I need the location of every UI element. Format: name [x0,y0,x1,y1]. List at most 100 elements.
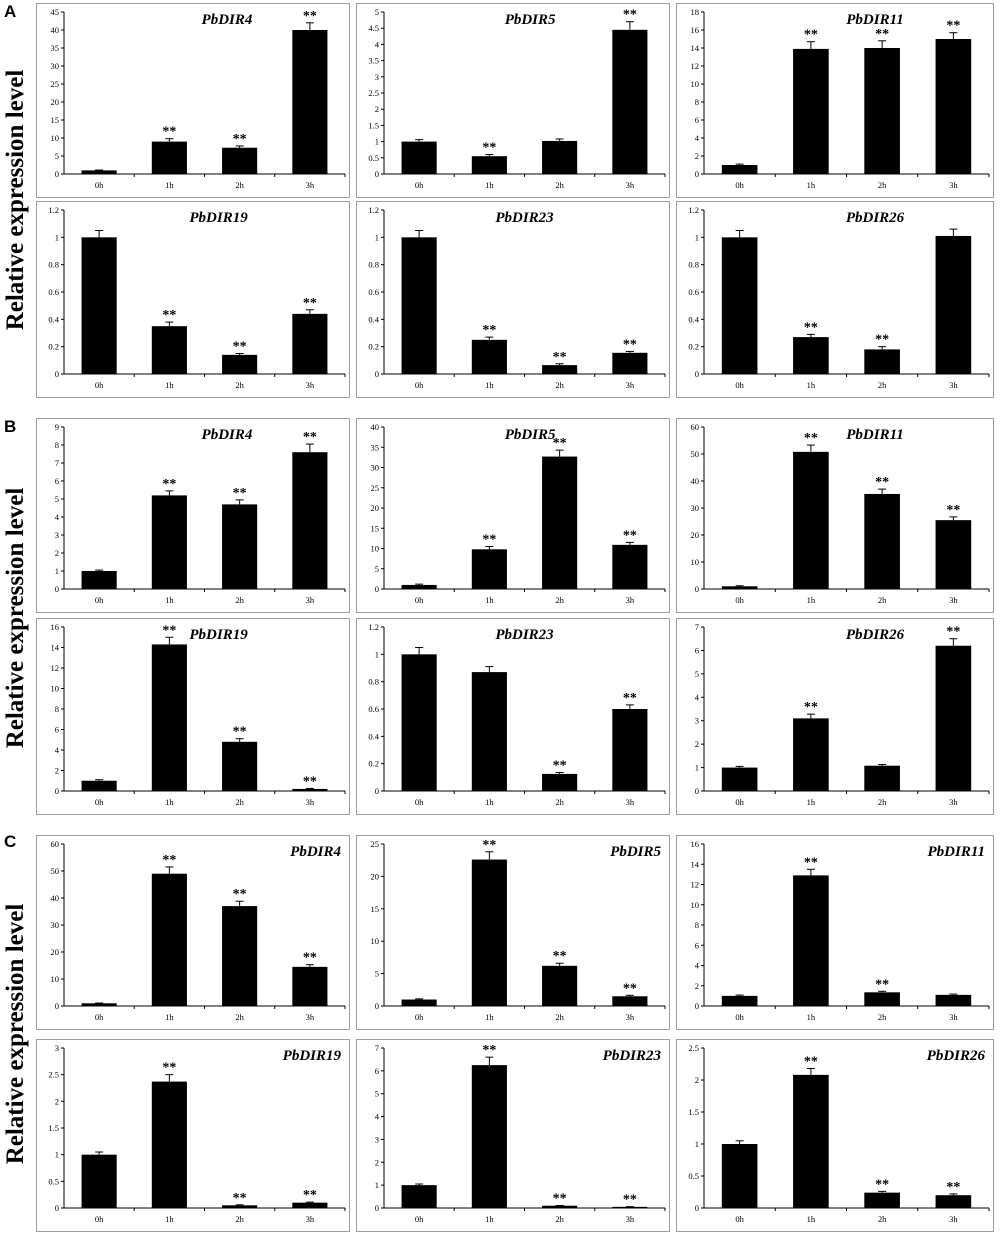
y-tick-label: 6 [55,476,59,486]
chart-svg-b-pbdir11: PbDIR11 0 10 20 30 40 50 60 0h 1h ** 2h ** 3h ** [691,422,990,605]
y-tick-label: 0 [375,1001,379,1011]
significance-mark-1h: ** [804,855,818,870]
bar-1h [793,337,829,374]
chart-svg-a-pbdir5: PbDIR5 0 0.5 1 1.5 2 2.5 3 3.5 4 4.5 5 0h 1h ** 2h 3h ** [368,7,666,190]
y-tick-label: 0.2 [48,342,59,352]
y-tick-label: 5 [375,7,379,17]
bar-3h [935,1195,972,1208]
y-tick-label: 0.2 [368,759,379,769]
y-tick-label: 6 [55,725,59,735]
y-tick-label: 20 [691,530,700,540]
y-tick-label: 2.5 [688,1043,699,1053]
significance-mark-3h: ** [946,503,960,518]
y-tick-label: 3 [695,716,699,726]
bar-0h [401,584,437,589]
chart-title-c-pbdir23: PbDIR23 [603,1048,662,1064]
x-tick-label-2h: 2h [878,1012,887,1022]
section-letter-c: C [4,832,17,851]
bar-2h [222,741,258,791]
bar-3h [935,645,972,791]
significance-mark-2h: ** [875,333,889,348]
y-tick-label: 3 [375,72,379,82]
y-tick-label: 1 [375,137,379,147]
y-tick-label: 0 [375,169,379,179]
bar-0h [721,767,758,791]
bar-1h [471,672,507,791]
significance-mark-1h: ** [482,532,496,547]
bar-1h [793,875,829,1006]
x-tick-label-2h: 2h [235,595,244,605]
y-tick-label: 12 [691,61,700,71]
y-tick-label: 40 [51,25,60,35]
chart-panel-b-pbdir5: PbDIR5 0 5 10 15 20 25 30 35 40 0h 1h ** 2h ** 3h ** [356,418,670,613]
bar-1h [471,339,507,374]
x-tick-label-0h: 0h [415,1012,424,1022]
chart-title-c-pbdir4: PbDIR4 [290,844,341,860]
chart-title-a-pbdir11: PbDIR11 [846,12,904,28]
section-letter-b: B [4,417,17,436]
bar-3h [935,520,972,589]
x-tick-label-3h: 3h [306,380,315,390]
x-tick-label-0h: 0h [415,1214,424,1224]
y-tick-label: 12 [51,663,60,673]
y-tick-label: 4 [55,745,60,755]
y-tick-label: 0.6 [688,287,699,297]
y-tick-label: 10 [691,900,700,910]
y-tick-label: 2 [375,1157,379,1167]
chart-svg-b-pbdir26: PbDIR26 0 1 2 3 4 5 6 7 0h 1h ** 2h 3h ** [695,622,990,807]
y-tick-label: 1 [695,1139,699,1149]
y-tick-label: 1 [695,232,699,242]
bar-1h [471,156,507,174]
chart-title-c-pbdir11: PbDIR11 [927,844,985,860]
bar-3h [292,966,328,1006]
bar-0h [401,141,437,174]
y-tick-label: 10 [691,557,700,567]
chart-svg-b-pbdir23: PbDIR23 0 0.2 0.4 0.6 0.8 1 1.2 0h 1h 2h ** 3h ** [368,622,666,807]
y-tick-label: 1 [55,566,59,576]
significance-mark-1h: ** [804,700,818,715]
bar-2h [542,140,578,174]
bar-3h [612,29,648,174]
bar-2h [222,1205,258,1208]
y-tick-label: 0 [695,786,699,796]
significance-mark-3h: ** [303,9,317,24]
y-tick-label: 0.6 [48,287,59,297]
y-tick-label: 1 [375,649,379,659]
y-tick-label: 4 [375,39,380,49]
y-tick-label: 0.5 [688,1171,699,1181]
significance-mark-2h: ** [553,1191,567,1206]
x-tick-label-2h: 2h [235,380,244,390]
y-tick-label: 12 [691,880,700,890]
significance-mark-2h: ** [875,977,889,992]
y-tick-label: 0 [375,584,379,594]
y-tick-label: 5 [695,669,699,679]
bar-1h [151,873,187,1006]
significance-mark-2h: ** [553,759,567,774]
y-tick-label: 14 [691,859,700,869]
x-tick-label-2h: 2h [878,797,887,807]
chart-title-b-pbdir11: PbDIR11 [846,427,904,443]
y-tick-label: 1.5 [688,1107,699,1117]
y-tick-label: 5 [375,564,379,574]
chart-title-b-pbdir5: PbDIR5 [505,427,556,443]
x-tick-label-3h: 3h [949,380,958,390]
bar-0h [401,654,437,791]
significance-mark-3h: ** [303,774,317,789]
x-tick-label-1h: 1h [165,797,174,807]
y-tick-label: 1.2 [368,622,379,632]
significance-mark-1h: ** [804,320,818,335]
chart-svg-a-pbdir26: PbDIR26 0 0.2 0.4 0.6 0.8 1 1.2 0h 1h ** 2h ** 3h [688,205,990,390]
y-tick-label: 0 [55,1001,59,1011]
y-tick-label: 7 [375,1043,379,1053]
y-tick-label: 60 [51,839,60,849]
y-tick-label: 15 [371,904,380,914]
bar-3h [935,235,972,374]
significance-mark-3h: ** [303,296,317,311]
y-axis-label-a: Relative expression level [2,69,29,331]
y-tick-label: 4 [695,961,700,971]
x-tick-label-0h: 0h [95,595,104,605]
y-tick-label: 6 [375,1066,379,1076]
y-tick-label: 60 [691,422,700,432]
x-tick-label-3h: 3h [306,1214,315,1224]
y-tick-label: 20 [51,947,60,957]
